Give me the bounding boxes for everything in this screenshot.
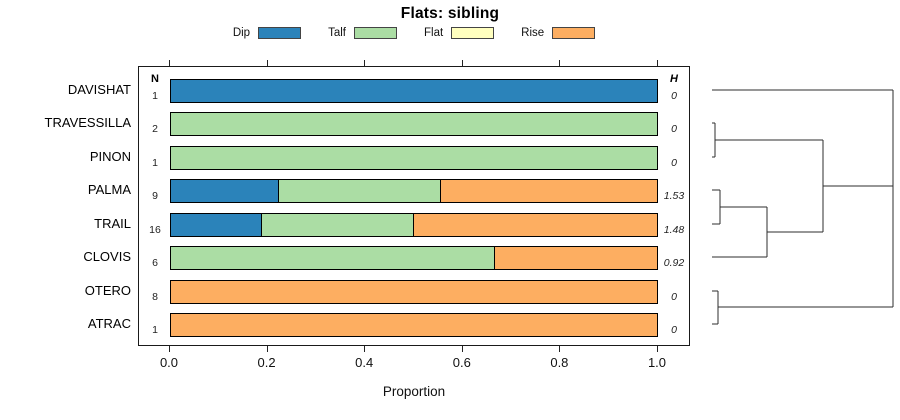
- x-axis-tick: [657, 346, 658, 352]
- x-axis-top-tick: [364, 60, 366, 66]
- x-axis-top-tick: [559, 60, 561, 66]
- legend-swatch-dip: [258, 27, 302, 39]
- legend-label: Dip: [232, 27, 251, 39]
- row-label-pinon: PINON: [89, 148, 131, 164]
- plot-panel: N H 1 0 2 0 1 0 9 1.53 16 1.48 6 0.92 8 0 1 0: [138, 66, 690, 346]
- legend-swatch-talf: [353, 27, 397, 39]
- legend-item-rise: Rise: [521, 27, 596, 39]
- n-value: 9: [152, 190, 158, 203]
- bar-segment-dip: [171, 180, 279, 203]
- n-value: 8: [152, 290, 158, 303]
- x-axis-tick: [364, 346, 366, 352]
- bar-segment-talf: [171, 113, 657, 136]
- x-axis-tick: [461, 346, 463, 352]
- stacked-bar-davishat: [170, 79, 658, 103]
- row-label-clovis: CLOVIS: [83, 249, 131, 265]
- bar-segment-rise: [171, 314, 657, 336]
- chart-title: Flats: sibling: [400, 5, 500, 22]
- bar-segment-dip: [171, 80, 657, 102]
- stacked-bar-trail: [170, 212, 658, 237]
- n-column-header: N: [151, 73, 159, 85]
- x-axis-tick-label: 1.0: [647, 355, 667, 370]
- legend-label: Talf: [328, 27, 346, 39]
- x-axis-tick: [266, 346, 268, 352]
- x-axis-tick-label: 0.0: [159, 355, 179, 370]
- legend-swatch-flat: [451, 27, 495, 39]
- bar-segment-talf: [278, 180, 441, 203]
- x-axis-top-tick: [169, 60, 170, 66]
- h-value: 0: [671, 123, 677, 136]
- h-value: 1.53: [663, 190, 685, 203]
- row-label-palma: PALMA: [87, 182, 131, 198]
- x-axis-tick: [559, 346, 561, 352]
- stacked-bar-otero: [170, 279, 658, 304]
- bar-segment-talf: [262, 213, 414, 236]
- n-value: 6: [152, 257, 158, 270]
- h-value: 0.92: [663, 257, 685, 270]
- row-label-atrac: ATRAC: [87, 316, 131, 331]
- stacked-bar-pinon: [170, 145, 658, 170]
- x-axis-tick-label: 0.2: [257, 355, 276, 370]
- bar-segment-talf: [171, 247, 496, 270]
- x-axis-top-tick: [657, 60, 658, 66]
- h-value: 1.48: [663, 223, 685, 236]
- n-value: 2: [152, 123, 158, 136]
- h-column-header: H: [670, 73, 678, 85]
- x-axis-top-tick: [266, 60, 268, 66]
- bar-segment-rise: [171, 280, 657, 303]
- n-value: 16: [149, 223, 161, 236]
- legend-item-dip: Dip: [232, 27, 302, 39]
- bar-segment-talf: [171, 146, 657, 169]
- x-axis-tick-label: 0.6: [452, 355, 471, 370]
- legend-label: Flat: [423, 27, 444, 39]
- x-axis-tick-label: 0.4: [355, 355, 374, 370]
- stacked-bar-travessilla: [170, 112, 658, 137]
- chart-legend: Dip Talf Flat Rise: [138, 25, 690, 41]
- bar-segment-rise: [440, 180, 657, 203]
- n-value: 1: [152, 90, 158, 102]
- legend-label: Rise: [521, 27, 545, 39]
- bar-segment-dip: [171, 213, 263, 236]
- stacked-bar-palma: [170, 179, 658, 204]
- x-axis-tick-label: 0.8: [550, 355, 569, 370]
- row-label-trail: TRAIL: [94, 215, 131, 231]
- row-label-otero: OTERO: [84, 282, 131, 298]
- bar-segment-rise: [414, 213, 657, 236]
- stacked-bar-clovis: [170, 246, 658, 271]
- x-axis-tick: [169, 346, 170, 352]
- x-axis-top-tick: [461, 60, 463, 66]
- h-value: 0: [671, 90, 677, 102]
- row-label-davishat: DAVISHAT: [67, 82, 131, 97]
- legend-swatch-rise: [552, 27, 596, 39]
- h-value: 0: [671, 290, 677, 303]
- h-value: 0: [671, 156, 677, 169]
- legend-item-flat: Flat: [423, 27, 495, 39]
- n-value: 1: [152, 156, 158, 169]
- bar-segment-rise: [495, 247, 657, 270]
- x-axis-label: Proportion: [382, 384, 446, 399]
- row-label-travessilla: TRAVESSILLA: [44, 115, 131, 131]
- h-value: 0: [671, 324, 677, 336]
- stacked-bar-atrac: [170, 313, 658, 337]
- legend-item-talf: Talf: [328, 27, 397, 39]
- n-value: 1: [152, 324, 158, 336]
